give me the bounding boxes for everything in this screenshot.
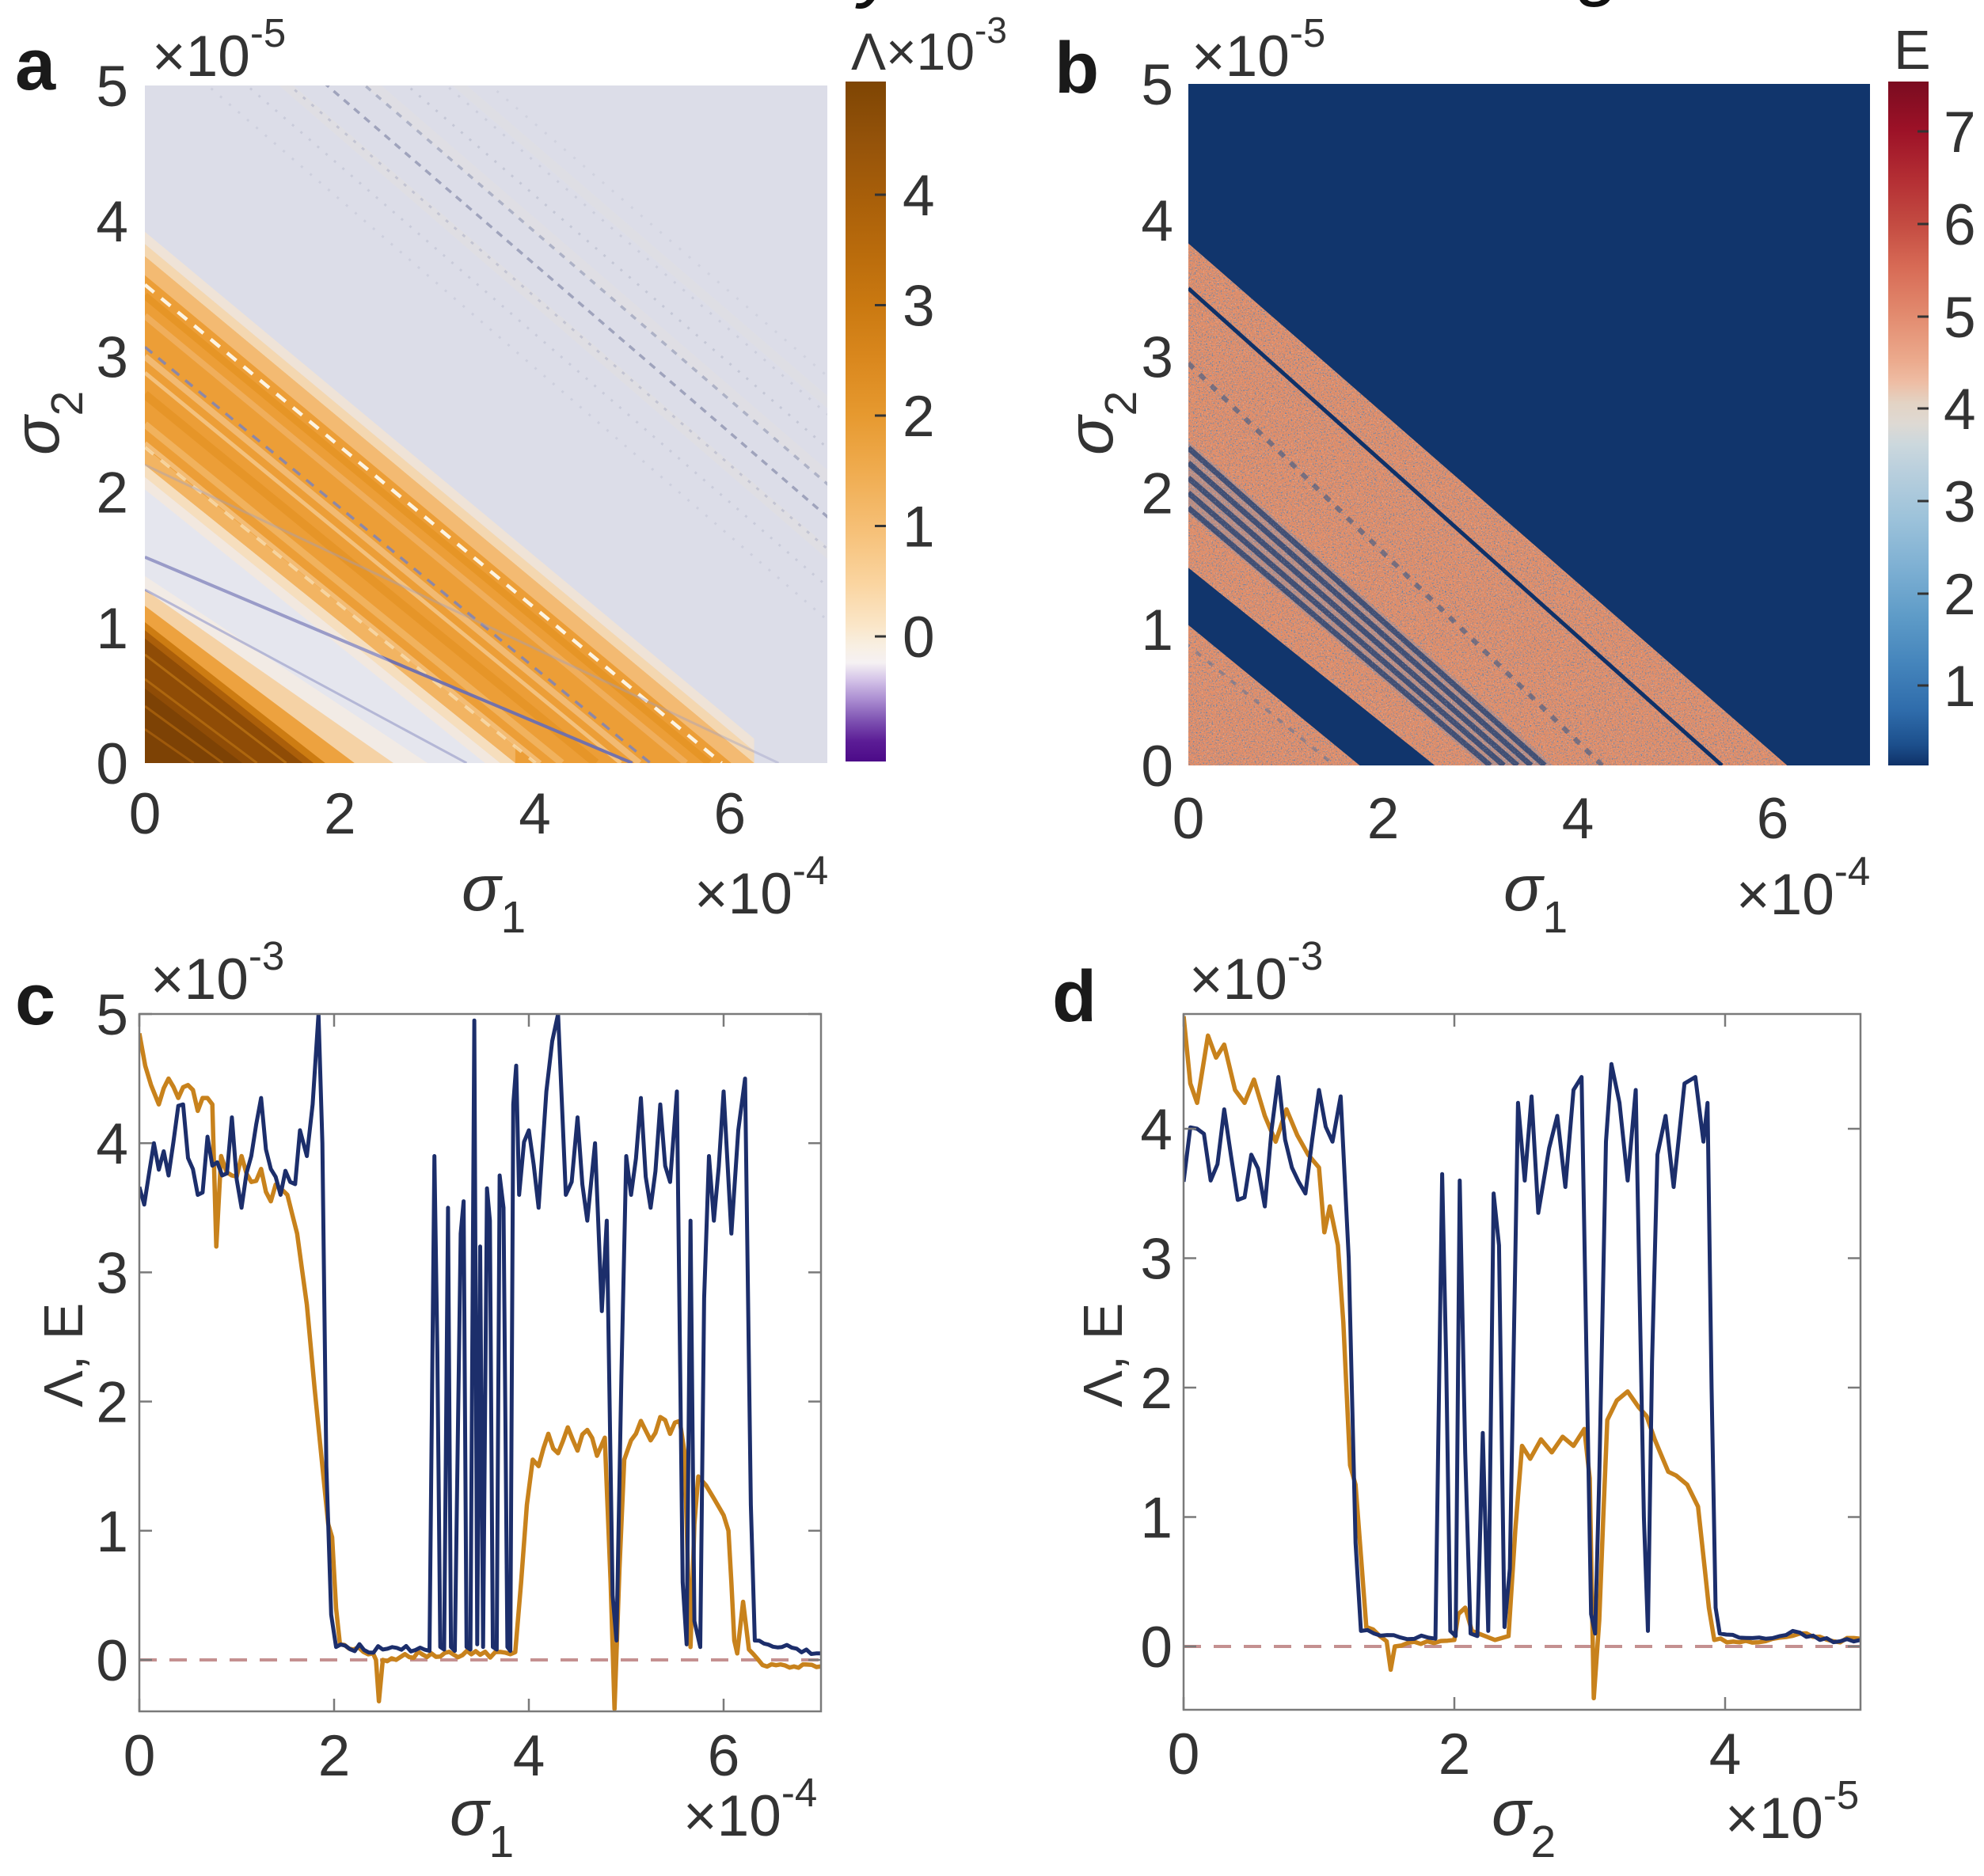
svg-text:0: 0: [1140, 1616, 1173, 1680]
svg-text:5: 5: [96, 55, 128, 119]
svg-text:2: 2: [96, 1371, 128, 1435]
svg-text:3: 3: [1141, 325, 1173, 389]
svg-text:1: 1: [1141, 598, 1173, 663]
svg-text:6: 6: [713, 782, 746, 846]
svg-text:1: 1: [96, 1500, 128, 1564]
svg-text:E: E: [1894, 19, 1931, 81]
svg-text:0: 0: [96, 1629, 128, 1693]
svg-text:6: 6: [708, 1724, 740, 1788]
svg-text:d: d: [1052, 956, 1097, 1037]
svg-text:2: 2: [318, 1724, 351, 1788]
svg-text:7: 7: [1944, 101, 1976, 165]
svg-text:0: 0: [124, 1724, 156, 1788]
svg-text:4: 4: [1562, 787, 1594, 851]
svg-text:6: 6: [1757, 787, 1789, 851]
svg-text:0: 0: [903, 606, 935, 670]
svg-text:2: 2: [1140, 1357, 1173, 1421]
svg-text:3: 3: [96, 325, 128, 389]
svg-text:1: 1: [903, 496, 935, 560]
svg-text:Λ, E: Λ, E: [1072, 1303, 1134, 1407]
svg-text:4: 4: [96, 1112, 128, 1176]
svg-text:3: 3: [1140, 1228, 1173, 1292]
svg-text:Λ, E: Λ, E: [32, 1303, 94, 1407]
svg-text:4: 4: [903, 164, 935, 228]
svg-text:2: 2: [1439, 1722, 1471, 1787]
svg-text:4: 4: [513, 1724, 545, 1788]
svg-text:a: a: [15, 25, 56, 105]
svg-text:2: 2: [96, 461, 128, 526]
svg-text:0: 0: [1168, 1722, 1200, 1787]
svg-text:2: 2: [324, 782, 356, 846]
svg-text:c: c: [15, 959, 55, 1040]
svg-text:2: 2: [1367, 787, 1400, 851]
svg-text:4: 4: [96, 190, 128, 254]
svg-text:0: 0: [1141, 735, 1173, 799]
svg-text:0: 0: [1173, 787, 1205, 851]
svg-text:5: 5: [1141, 53, 1173, 117]
svg-text:3: 3: [1944, 470, 1976, 534]
svg-text:g: g: [1579, 0, 1623, 8]
svg-text:2: 2: [903, 385, 935, 449]
svg-text:5: 5: [96, 983, 128, 1047]
svg-text:1: 1: [1140, 1487, 1173, 1551]
svg-text:3: 3: [903, 275, 935, 339]
svg-text:1: 1: [96, 597, 128, 661]
svg-text:2: 2: [1944, 563, 1976, 627]
svg-text:4: 4: [1140, 1098, 1173, 1162]
svg-text:4: 4: [1709, 1722, 1742, 1787]
svg-text:6: 6: [1944, 193, 1976, 257]
svg-text:4: 4: [1944, 378, 1976, 442]
svg-text:0: 0: [129, 782, 162, 846]
svg-text:4: 4: [1141, 189, 1173, 253]
svg-text:b: b: [1055, 28, 1099, 108]
svg-text:2: 2: [1141, 462, 1173, 526]
svg-text:4: 4: [519, 782, 551, 846]
svg-text:1: 1: [1944, 655, 1976, 719]
svg-text:5: 5: [1944, 286, 1976, 350]
svg-text:0: 0: [96, 732, 128, 796]
svg-text:y: y: [855, 0, 904, 9]
svg-text:3: 3: [96, 1241, 128, 1305]
